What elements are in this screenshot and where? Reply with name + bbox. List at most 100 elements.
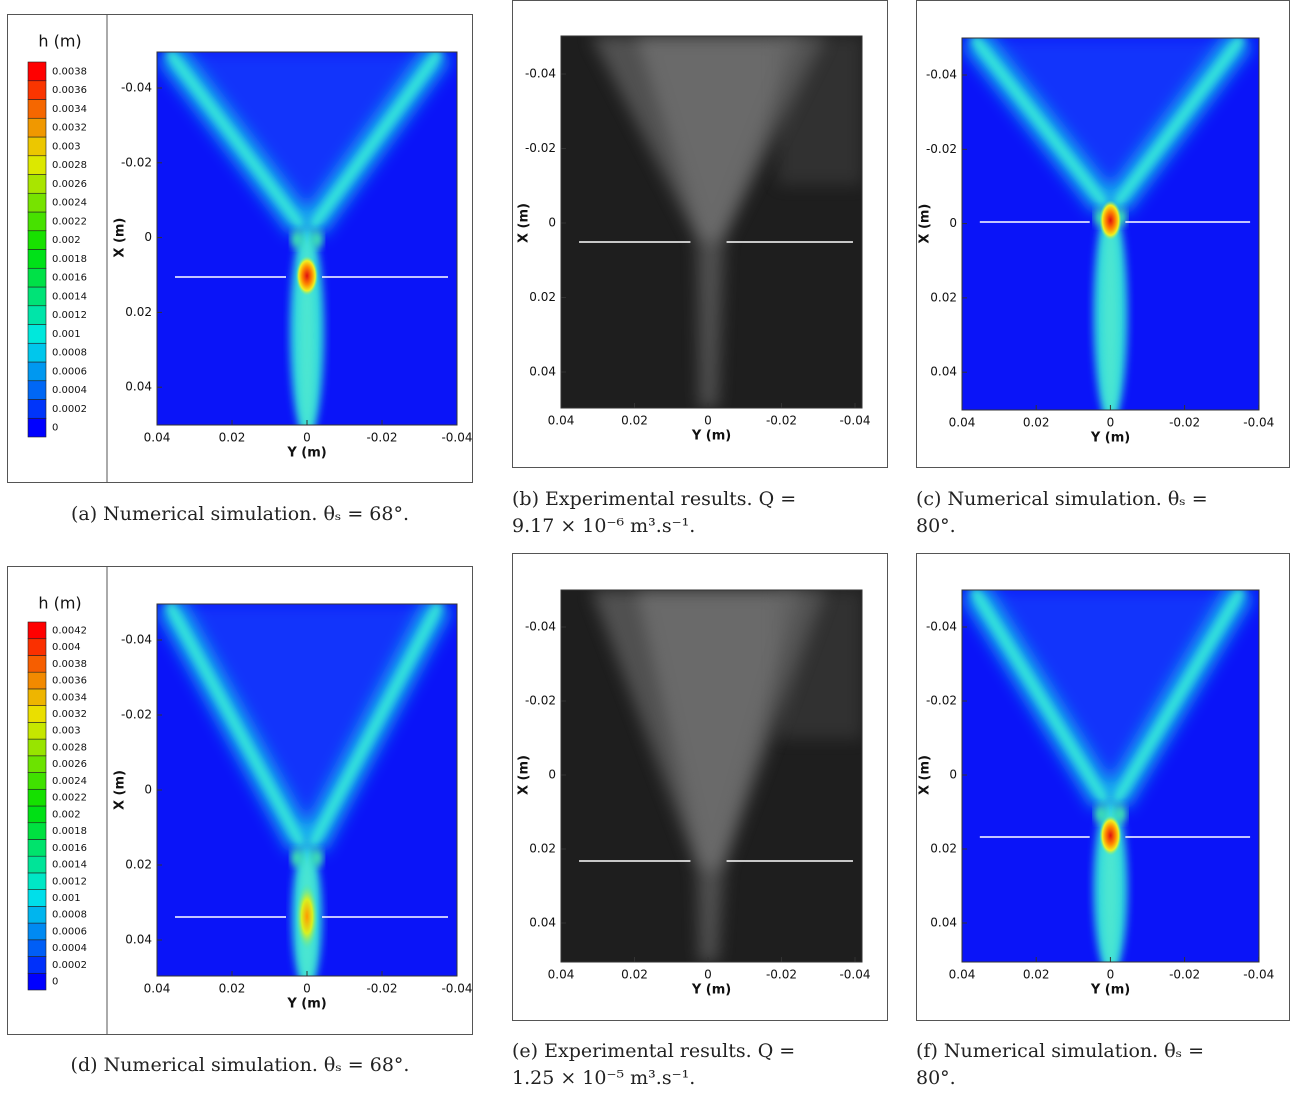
y-tick-label: 0.04: [125, 933, 152, 947]
caption: (c) Numerical simulation. θₛ =: [916, 488, 1208, 510]
colorbar-swatch: [27, 655, 47, 673]
colorbar-swatch: [27, 192, 47, 213]
spread-core: [636, 36, 802, 241]
y-tick-label: -0.04: [121, 633, 152, 647]
colorbar-label: 0.0038: [52, 66, 87, 77]
colorbar-label: 0.0016: [52, 273, 87, 284]
colorbar-label: 0.001: [52, 329, 81, 340]
colorbar-title: h (m): [38, 32, 81, 51]
colorbar-swatch: [27, 286, 47, 307]
colorbar-swatch: [27, 342, 47, 363]
y-tick-label: 0.04: [529, 365, 556, 379]
x-axis-title: Y (m): [691, 429, 731, 444]
colorbar-swatch: [27, 722, 47, 740]
colorbar-label: 0.0028: [52, 742, 87, 753]
x-tick-label: -0.02: [366, 982, 397, 996]
y-tick-label: -0.02: [121, 155, 152, 169]
y-tick-label: 0: [949, 768, 957, 782]
caption: 80°.: [916, 1067, 956, 1089]
colorbar-label: 0.0004: [52, 385, 87, 396]
plot-border: [560, 589, 863, 963]
x-tick-label: -0.04: [1243, 968, 1274, 982]
colorbar-label: 0: [52, 423, 58, 434]
y-axis-title: X (m): [918, 204, 933, 244]
colorbar-label: 0.003: [52, 726, 81, 737]
x-tick-label: -0.02: [1169, 968, 1200, 982]
colorbar-swatch: [27, 972, 47, 991]
colorbar-swatch: [27, 117, 47, 138]
y-tick-label: 0: [548, 768, 556, 782]
y-tick-label: -0.02: [926, 142, 957, 156]
plot-image: [561, 36, 862, 408]
colorbar-swatch: [27, 772, 47, 790]
x-tick-label: 0: [704, 414, 712, 428]
x-tick-label: 0.02: [1023, 968, 1050, 982]
colorbar-label: 0.0024: [52, 198, 87, 209]
y-tick-label: 0: [548, 216, 556, 230]
colorbar-swatch: [27, 305, 47, 325]
x-tick-label: 0.04: [949, 416, 976, 430]
y-tick-label: 0.04: [930, 365, 957, 379]
x-tick-label: 0.02: [219, 431, 246, 445]
colorbar-label: 0.0036: [52, 676, 87, 687]
wave-arm-core: [970, 590, 1246, 805]
colorbar-swatch: [27, 80, 47, 100]
y-tick-label: 0.02: [930, 290, 957, 304]
wave-arm-core: [165, 604, 443, 848]
colorbar-swatch: [27, 705, 47, 723]
y-axis-title: X (m): [517, 203, 532, 243]
speckle: [777, 36, 862, 185]
caption: 80°.: [916, 515, 956, 537]
y-tick-label: 0.02: [930, 842, 957, 856]
y-axis-title: X (m): [113, 218, 128, 258]
lobe: [1114, 805, 1127, 824]
y-tick-label: 0.02: [529, 290, 556, 304]
colorbar-swatch: [27, 872, 47, 890]
x-tick-label: -0.02: [766, 414, 797, 428]
y-tick-label: -0.02: [926, 694, 957, 708]
y-tick-label: -0.02: [525, 141, 556, 155]
caption: (a) Numerical simulation. θₛ = 68°.: [71, 503, 409, 525]
x-tick-label: -0.04: [839, 968, 870, 982]
y-tick-label: -0.04: [121, 81, 152, 95]
colorbar-label: 0.0022: [52, 793, 87, 804]
colorbar-label: 0.0018: [52, 254, 87, 265]
lobe: [311, 848, 323, 867]
colorbar-swatch: [27, 249, 47, 269]
colorbar-swatch: [27, 855, 47, 874]
colorbar-swatch: [27, 939, 47, 957]
colorbar-label: 0.0012: [52, 310, 87, 321]
colorbar-label: 0.0018: [52, 826, 87, 837]
peak: [1099, 200, 1122, 241]
peak: [296, 255, 318, 296]
colorbar-label: 0: [52, 977, 58, 988]
colorbar-swatch: [27, 399, 47, 419]
colorbar-label: 0.0038: [52, 659, 87, 670]
colorbar-label: 0.0022: [52, 216, 87, 227]
colorbar-label: 0.0008: [52, 910, 87, 921]
y-axis-title: X (m): [517, 755, 532, 795]
x-axis-title: Y (m): [691, 983, 731, 998]
colorbar-label: 0.0026: [52, 759, 87, 770]
colorbar-swatch: [27, 738, 47, 757]
colorbar-label: 0.0006: [52, 366, 87, 377]
x-axis-title: Y (m): [286, 997, 326, 1012]
inner-region: [172, 52, 436, 228]
x-tick-label: 0: [303, 982, 311, 996]
colorbar-swatch: [27, 61, 47, 82]
x-tick-label: 0.02: [621, 968, 648, 982]
x-tick-label: 0.04: [144, 431, 171, 445]
jet-core: [1102, 215, 1119, 410]
x-tick-label: 0: [704, 968, 712, 982]
colorbar-label: 0.0014: [52, 860, 87, 871]
colorbar-swatch: [27, 671, 47, 690]
colorbar-label: 0.004: [52, 642, 81, 653]
y-tick-label: 0: [949, 216, 957, 230]
colorbar-swatch: [27, 621, 47, 640]
y-axis-title: X (m): [113, 770, 128, 810]
y-tick-label: -0.04: [926, 620, 957, 634]
colorbar-swatch: [27, 688, 47, 706]
inner-region: [172, 604, 436, 846]
colorbar-label: 0.002: [52, 809, 81, 820]
